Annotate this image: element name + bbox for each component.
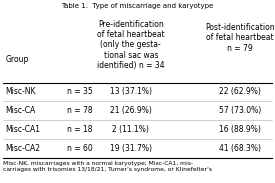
Text: n = 78: n = 78 bbox=[67, 106, 93, 115]
Text: Misc-CA1: Misc-CA1 bbox=[6, 125, 40, 134]
Text: 16 (88.9%): 16 (88.9%) bbox=[219, 125, 261, 134]
Text: Pre-identification
of fetal heartbeat
(only the gesta-
tional sac was
identified: Pre-identification of fetal heartbeat (o… bbox=[97, 20, 164, 70]
Text: Misc-NK, miscarriages with a normal karyotype; Misc-CA1, mis-
carriages with tri: Misc-NK, miscarriages with a normal kary… bbox=[3, 161, 212, 172]
Text: Misc-CA: Misc-CA bbox=[6, 106, 36, 115]
Text: n = 60: n = 60 bbox=[67, 144, 93, 153]
Text: Post-identification
of fetal heartbeat
n = 79: Post-identification of fetal heartbeat n… bbox=[205, 23, 275, 53]
Text: 19 (31.7%): 19 (31.7%) bbox=[110, 144, 152, 153]
Text: 57 (73.0%): 57 (73.0%) bbox=[219, 106, 261, 115]
Text: Misc-NK: Misc-NK bbox=[6, 87, 36, 96]
Text: 21 (26.9%): 21 (26.9%) bbox=[110, 106, 152, 115]
Text: Table 1.  Type of miscarriage and karyotype: Table 1. Type of miscarriage and karyoty… bbox=[61, 3, 214, 9]
Text: Group: Group bbox=[6, 55, 29, 64]
Text: 2 (11.1%): 2 (11.1%) bbox=[112, 125, 149, 134]
Text: n = 18: n = 18 bbox=[67, 125, 93, 134]
Text: n = 35: n = 35 bbox=[67, 87, 93, 96]
Text: 13 (37.1%): 13 (37.1%) bbox=[110, 87, 152, 96]
Text: 22 (62.9%): 22 (62.9%) bbox=[219, 87, 261, 96]
Text: 41 (68.3%): 41 (68.3%) bbox=[219, 144, 261, 153]
Text: Misc-CA2: Misc-CA2 bbox=[6, 144, 40, 153]
